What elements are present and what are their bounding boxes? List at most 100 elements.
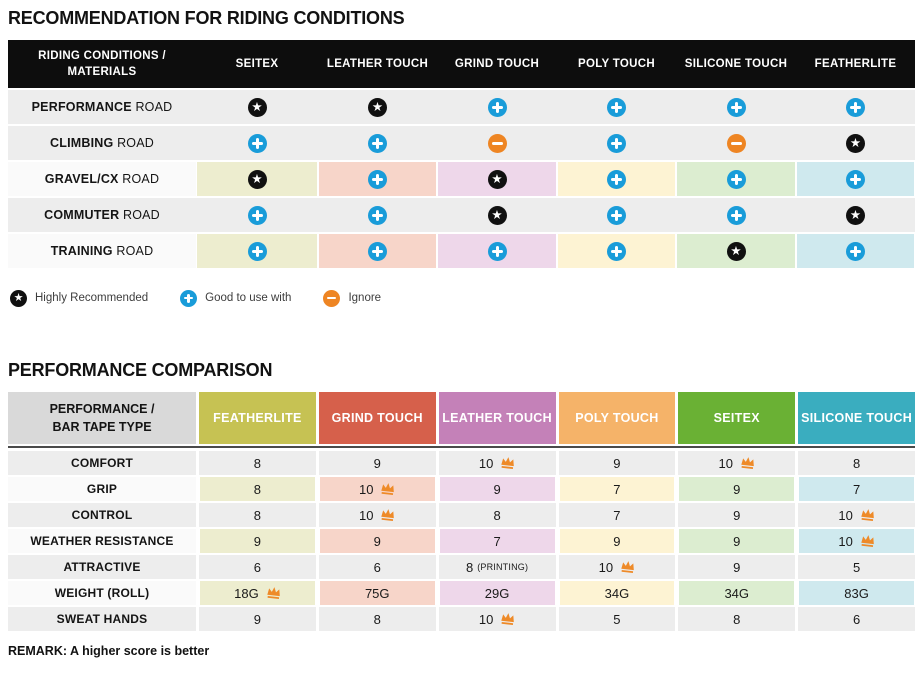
- row-label: ATTRACTIVE: [8, 555, 196, 579]
- score-value: 9: [733, 533, 741, 549]
- rating-cell: [318, 126, 437, 160]
- column-header-featherlite: FEATHERLITE: [814, 58, 897, 70]
- crown-icon: [861, 535, 874, 547]
- rating-cell: [676, 162, 796, 196]
- rating-cell: ★: [796, 198, 915, 232]
- star-icon: ★: [846, 133, 865, 153]
- star-icon: ★: [487, 169, 507, 189]
- riding-table-row: TRAINING ROAD ★: [8, 234, 915, 268]
- score-cell: 10: [438, 607, 556, 631]
- performance-table-row: WEATHER RESISTANCE 9 9 7 9 9 10: [8, 529, 915, 553]
- legend-item: Good to use with: [180, 289, 292, 307]
- score-cell: 6: [199, 555, 316, 579]
- riding-section: RECOMMENDATION FOR RIDING CONDITIONS RID…: [8, 8, 915, 308]
- column-header-featherlite: FEATHERLITE: [199, 392, 316, 444]
- rating-cell: [437, 126, 557, 160]
- plus-icon: [247, 133, 267, 153]
- rating-cell: [676, 126, 796, 160]
- column-header-seitex: SEITEX: [678, 392, 796, 444]
- score-cell: 10: [438, 451, 556, 475]
- plus-icon: [368, 205, 387, 225]
- score-cell: 7: [438, 529, 556, 553]
- score-value: 6: [373, 559, 381, 575]
- score-value: 75G: [364, 585, 390, 601]
- score-value: 34G: [604, 585, 630, 601]
- column-header-poly-touch: POLY TOUCH: [578, 58, 655, 70]
- plus-icon: [368, 169, 387, 189]
- score-value: 10: [478, 611, 494, 627]
- plus-icon: [247, 241, 267, 261]
- crown-icon: [266, 587, 280, 599]
- legend-label: Highly Recommended: [35, 292, 149, 304]
- plus-icon: [846, 169, 865, 189]
- score-value: 8: [253, 481, 262, 497]
- score-cell: 34G: [678, 581, 796, 605]
- row-label: CONTROL: [8, 503, 196, 527]
- column-header-silicone-touch: SILICONE TOUCH: [684, 58, 788, 70]
- rating-cell: [676, 198, 796, 232]
- score-value: 6: [852, 611, 861, 627]
- rating-cell: [557, 198, 676, 232]
- plus-icon: [726, 205, 746, 225]
- score-value: 18G: [234, 585, 259, 601]
- score-value: 10: [718, 455, 733, 471]
- rating-cell: [196, 198, 318, 232]
- column-header-silicone-touch: SILICONE TOUCH: [798, 392, 915, 444]
- plus-icon: [368, 241, 387, 261]
- performance-table-row: ATTRACTIVE 6 6 8 (PRINTING) 10 9 5: [8, 555, 915, 579]
- score-value: 29G: [484, 585, 510, 601]
- star-icon: ★: [726, 241, 746, 261]
- remark: REMARK: A higher score is better: [8, 644, 210, 658]
- rating-cell: ★: [196, 90, 318, 124]
- score-value: 5: [613, 611, 621, 627]
- star-icon: ★: [247, 97, 267, 117]
- column-header-poly-touch: POLY TOUCH: [558, 392, 676, 444]
- rating-cell: [196, 234, 318, 268]
- score-value: 9: [733, 507, 741, 523]
- score-cell: 34G: [558, 581, 676, 605]
- score-note: (PRINTING): [477, 562, 529, 572]
- minus-icon: [726, 133, 746, 153]
- score-cell: 8: [798, 451, 915, 475]
- score-cell: 8: [199, 477, 316, 501]
- score-cell: 7: [798, 477, 915, 501]
- riding-table-row: CLIMBING ROAD ★: [8, 126, 915, 160]
- column-header-grind-touch: GRIND TOUCH: [318, 392, 436, 444]
- corner-line-1: PERFORMANCE /: [49, 401, 155, 416]
- score-value: 8: [465, 559, 474, 575]
- star-icon: ★: [368, 97, 387, 117]
- score-cell: 8: [678, 607, 796, 631]
- column-header-grind-touch: GRIND TOUCH: [454, 58, 540, 70]
- rating-cell: [557, 162, 676, 196]
- performance-table-row: GRIP 8 10 9 7 9 7: [8, 477, 915, 501]
- score-value: 10: [598, 559, 614, 575]
- row-label: WEATHER RESISTANCE: [8, 529, 196, 553]
- crown-icon: [501, 457, 515, 469]
- performance-table-row: CONTROL 8 10 8 7 9 10: [8, 503, 915, 527]
- rating-cell: [796, 234, 915, 268]
- score-cell: 29G: [438, 581, 556, 605]
- rating-cell: [557, 234, 676, 268]
- crown-icon: [621, 561, 634, 573]
- score-cell: 6: [318, 555, 436, 579]
- score-cell: 8: [318, 607, 436, 631]
- score-cell: 7: [558, 503, 676, 527]
- legend-label: Good to use with: [205, 292, 292, 304]
- rating-cell: [437, 234, 557, 268]
- plus-icon: [368, 133, 387, 153]
- riding-table-row: PERFORMANCE ROAD ★ ★: [8, 90, 915, 124]
- score-value: 83G: [844, 585, 869, 601]
- score-value: 9: [373, 455, 381, 471]
- plus-icon: [247, 205, 267, 225]
- score-cell: 10: [798, 503, 915, 527]
- performance-table-row: SWEAT HANDS 9 8 10 5 8 6: [8, 607, 915, 631]
- score-value: 8: [253, 455, 262, 471]
- rating-cell: [796, 90, 915, 124]
- plus-icon: [726, 169, 746, 189]
- riding-table-body: PERFORMANCE ROAD ★ ★ CLIMBING ROAD ★ GRAVEL/C…: [8, 90, 915, 268]
- score-cell: 9: [558, 529, 676, 553]
- score-value: 9: [613, 533, 621, 549]
- rating-cell: ★: [437, 198, 557, 232]
- star-icon: ★: [10, 289, 27, 307]
- row-label: COMMUTER ROAD: [8, 198, 196, 232]
